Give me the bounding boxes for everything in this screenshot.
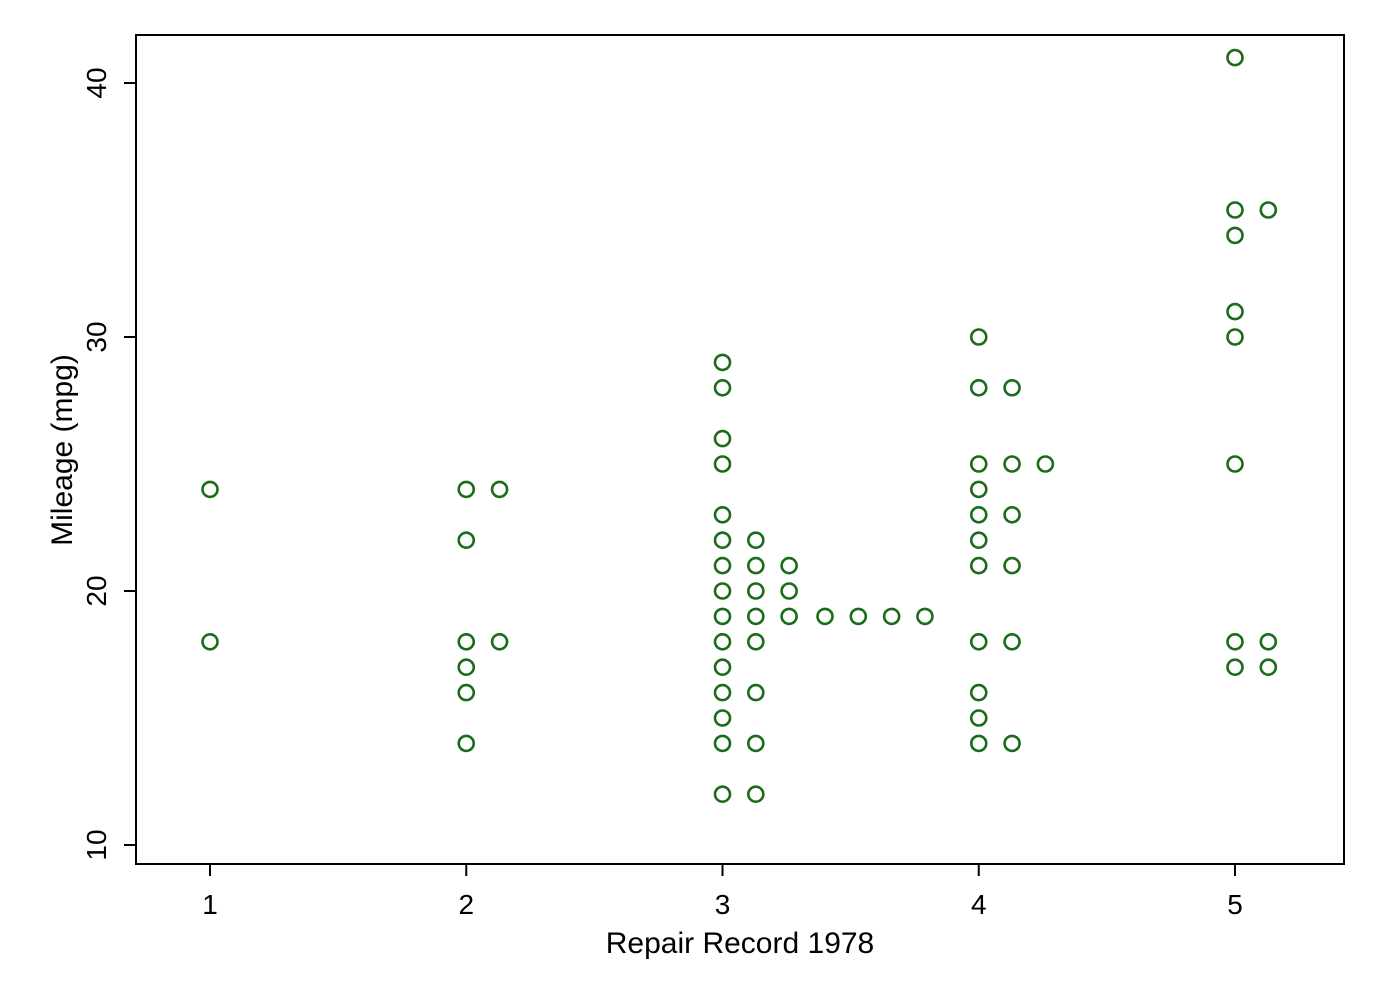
data-point (1003, 455, 1021, 473)
data-point (969, 531, 988, 550)
data-point (1226, 48, 1244, 67)
data-point (1259, 632, 1278, 651)
y-axis: 10 20 30 40 (81, 67, 136, 861)
y-tick-label: 30 (81, 321, 112, 352)
data-point (1003, 556, 1021, 575)
data-points (201, 48, 1278, 804)
data-point (1226, 658, 1244, 677)
data-point (457, 632, 476, 651)
x-axis-title: Repair Record 1978 (606, 927, 875, 960)
data-point (457, 734, 476, 753)
data-point (747, 632, 765, 651)
data-point (1003, 734, 1021, 753)
data-point (1003, 378, 1021, 397)
data-point (780, 556, 798, 575)
data-point (747, 607, 765, 626)
x-tick-label: 5 (1227, 889, 1243, 920)
data-point (969, 632, 988, 651)
plot-frame (135, 34, 1345, 865)
data-point (849, 607, 868, 626)
data-point (713, 785, 732, 804)
data-point (1226, 201, 1244, 219)
y-axis-title: Mileage (mpg) (46, 354, 79, 546)
data-point (969, 455, 988, 473)
data-point (457, 480, 476, 499)
data-point (713, 582, 732, 600)
data-point (1226, 302, 1244, 321)
data-point (747, 531, 765, 550)
data-point (713, 505, 732, 524)
data-point (1003, 632, 1021, 651)
x-tick-label: 4 (971, 889, 987, 920)
data-point (490, 480, 509, 499)
data-point (713, 556, 732, 575)
data-point (713, 607, 732, 626)
data-point (969, 505, 988, 524)
x-tick-label: 3 (715, 889, 731, 920)
data-point (969, 378, 988, 397)
data-point (747, 582, 765, 600)
data-point (747, 785, 765, 804)
data-point (713, 709, 732, 727)
data-point (780, 607, 798, 626)
data-point (969, 480, 988, 499)
data-point (201, 480, 219, 499)
data-point (713, 734, 732, 753)
data-point (1226, 632, 1244, 651)
data-point (713, 429, 732, 448)
data-point (713, 455, 732, 473)
data-point (713, 353, 732, 372)
data-point (1226, 226, 1244, 245)
data-point (713, 683, 732, 702)
data-point (969, 556, 988, 575)
data-point (713, 658, 732, 677)
data-point (713, 531, 732, 550)
data-point (457, 531, 476, 550)
data-point (490, 632, 509, 651)
data-point (916, 607, 934, 626)
data-point (816, 607, 834, 626)
x-tick-label: 2 (458, 889, 474, 920)
y-tick-label: 20 (81, 575, 112, 606)
data-point (1226, 328, 1244, 346)
data-point (969, 328, 988, 346)
data-point (1259, 201, 1278, 219)
y-tick-label: 40 (81, 67, 112, 98)
data-point (882, 607, 901, 626)
data-point (457, 658, 476, 677)
data-point (747, 683, 765, 702)
data-point (713, 378, 732, 397)
data-point (969, 683, 988, 702)
data-point (713, 632, 732, 651)
data-point (780, 582, 798, 600)
data-point (201, 632, 219, 651)
data-point (969, 709, 988, 727)
data-point (969, 734, 988, 753)
data-point (1003, 505, 1021, 524)
data-point (1036, 455, 1055, 473)
y-tick-label: 10 (81, 829, 112, 860)
x-tick-label: 1 (202, 889, 218, 920)
data-point (457, 683, 476, 702)
data-point (747, 556, 765, 575)
data-point (747, 734, 765, 753)
data-point (1259, 658, 1278, 677)
x-axis: 1 2 3 4 5 (202, 864, 1243, 920)
data-point (1226, 455, 1244, 473)
